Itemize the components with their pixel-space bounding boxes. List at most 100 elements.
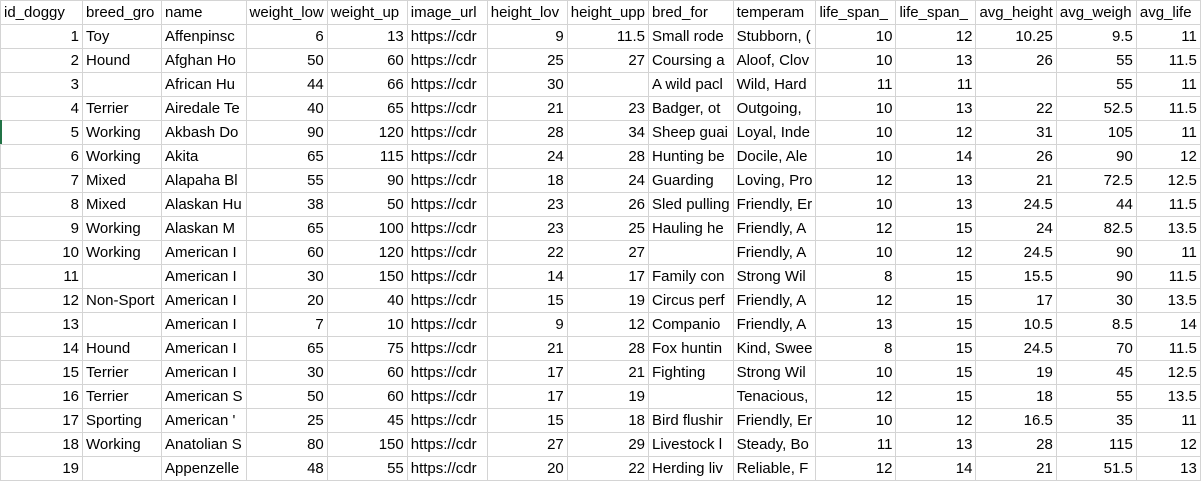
table-cell[interactable]: 11.5 [567, 24, 650, 49]
table-cell[interactable]: 14 [487, 264, 568, 289]
column-header[interactable]: avg_life [1136, 0, 1201, 25]
table-cell[interactable]: 12 [815, 456, 897, 481]
table-cell[interactable]: 90 [327, 168, 408, 193]
table-cell[interactable]: 48 [246, 456, 328, 481]
table-cell[interactable]: Family con [648, 264, 734, 289]
table-cell[interactable]: Loving, Pro [733, 168, 817, 193]
table-cell[interactable]: Small rode [648, 24, 734, 49]
table-cell[interactable]: https://cdr [407, 240, 488, 265]
table-cell[interactable]: Sporting [82, 408, 162, 433]
table-cell[interactable]: 10 [815, 192, 897, 217]
table-cell[interactable]: 12 [895, 120, 977, 145]
table-cell[interactable]: https://cdr [407, 192, 488, 217]
table-cell[interactable]: 55 [1056, 48, 1137, 73]
table-cell[interactable]: 13 [895, 168, 977, 193]
table-cell[interactable]: 10 [0, 240, 83, 265]
table-cell[interactable]: Bird flushir [648, 408, 734, 433]
table-cell[interactable]: Terrier [82, 360, 162, 385]
table-cell[interactable]: 15.5 [975, 264, 1057, 289]
table-cell[interactable]: https://cdr [407, 216, 488, 241]
column-header[interactable]: bred_for [648, 0, 734, 25]
table-cell[interactable]: American I [161, 240, 247, 265]
table-cell[interactable]: 30 [246, 264, 328, 289]
table-cell[interactable]: 17 [0, 408, 83, 433]
table-cell[interactable]: Toy [82, 24, 162, 49]
table-cell[interactable]: Working [82, 432, 162, 457]
table-cell[interactable]: Docile, Ale [733, 144, 817, 169]
table-cell[interactable]: 13 [815, 312, 897, 337]
table-cell[interactable]: 20 [246, 288, 328, 313]
table-cell[interactable]: Loyal, Inde [733, 120, 817, 145]
table-cell[interactable]: 50 [327, 192, 408, 217]
table-cell[interactable]: 4 [0, 96, 83, 121]
table-cell[interactable]: https://cdr [407, 288, 488, 313]
table-cell[interactable]: 150 [327, 264, 408, 289]
table-cell[interactable]: 38 [246, 192, 328, 217]
table-cell[interactable]: 16.5 [975, 408, 1057, 433]
table-cell[interactable]: 26 [975, 144, 1057, 169]
table-cell[interactable]: 21 [975, 168, 1057, 193]
table-cell[interactable]: 6 [0, 144, 83, 169]
table-cell[interactable]: 10 [815, 360, 897, 385]
table-cell[interactable]: 52.5 [1056, 96, 1137, 121]
table-cell[interactable]: https://cdr [407, 120, 488, 145]
table-cell[interactable]: 12 [815, 216, 897, 241]
table-cell[interactable]: A wild pacl [648, 72, 734, 97]
table-cell[interactable]: 30 [246, 360, 328, 385]
table-cell[interactable]: 12 [0, 288, 83, 313]
table-cell[interactable] [82, 72, 162, 97]
table-cell[interactable]: Badger, ot [648, 96, 734, 121]
table-cell[interactable]: 55 [1056, 72, 1137, 97]
table-cell[interactable]: Working [82, 120, 162, 145]
table-cell[interactable]: 50 [246, 48, 328, 73]
table-cell[interactable]: 90 [1056, 264, 1137, 289]
table-cell[interactable]: 2 [0, 48, 83, 73]
table-cell[interactable]: https://cdr [407, 48, 488, 73]
table-cell[interactable]: 13 [895, 96, 977, 121]
table-cell[interactable]: Mixed [82, 168, 162, 193]
table-cell[interactable]: 25 [246, 408, 328, 433]
table-cell[interactable]: 16 [0, 384, 83, 409]
table-cell[interactable]: American ' [161, 408, 247, 433]
table-cell[interactable]: American I [161, 288, 247, 313]
table-cell[interactable]: 12.5 [1136, 168, 1201, 193]
table-cell[interactable]: 11.5 [1136, 48, 1201, 73]
column-header[interactable]: weight_up [327, 0, 408, 25]
table-cell[interactable]: Sled pulling [648, 192, 734, 217]
table-cell[interactable]: Aloof, Clov [733, 48, 817, 73]
table-cell[interactable]: 24.5 [975, 336, 1057, 361]
table-cell[interactable]: 7 [246, 312, 328, 337]
table-cell[interactable]: 9 [0, 216, 83, 241]
table-cell[interactable]: 44 [1056, 192, 1137, 217]
table-cell[interactable]: 17 [975, 288, 1057, 313]
table-cell[interactable]: 12 [815, 288, 897, 313]
table-cell[interactable]: 60 [327, 384, 408, 409]
table-cell[interactable] [648, 384, 734, 409]
table-cell[interactable]: 13 [895, 48, 977, 73]
table-cell[interactable]: 21 [567, 360, 650, 385]
table-cell[interactable]: 11 [1136, 24, 1201, 49]
table-cell[interactable]: 55 [327, 456, 408, 481]
table-cell[interactable]: 12 [1136, 432, 1201, 457]
table-cell[interactable]: https://cdr [407, 144, 488, 169]
table-cell[interactable]: https://cdr [407, 96, 488, 121]
table-cell[interactable]: Coursing a [648, 48, 734, 73]
table-cell[interactable]: 17 [487, 384, 568, 409]
table-cell[interactable]: 120 [327, 240, 408, 265]
table-cell[interactable]: Friendly, A [733, 240, 817, 265]
table-cell[interactable]: 11.5 [1136, 96, 1201, 121]
table-cell[interactable]: 40 [327, 288, 408, 313]
table-cell[interactable]: 28 [567, 336, 650, 361]
table-cell[interactable]: 15 [0, 360, 83, 385]
table-cell[interactable]: 12 [815, 384, 897, 409]
table-cell[interactable]: 13.5 [1136, 288, 1201, 313]
table-cell[interactable]: Hound [82, 48, 162, 73]
table-cell[interactable]: 65 [246, 336, 328, 361]
column-header[interactable]: life_span_ [815, 0, 897, 25]
table-cell[interactable]: 14 [1136, 312, 1201, 337]
table-cell[interactable]: 11 [815, 72, 897, 97]
table-cell[interactable]: 21 [975, 456, 1057, 481]
column-header[interactable]: life_span_ [895, 0, 977, 25]
table-cell[interactable]: 45 [327, 408, 408, 433]
table-cell[interactable]: Herding liv [648, 456, 734, 481]
